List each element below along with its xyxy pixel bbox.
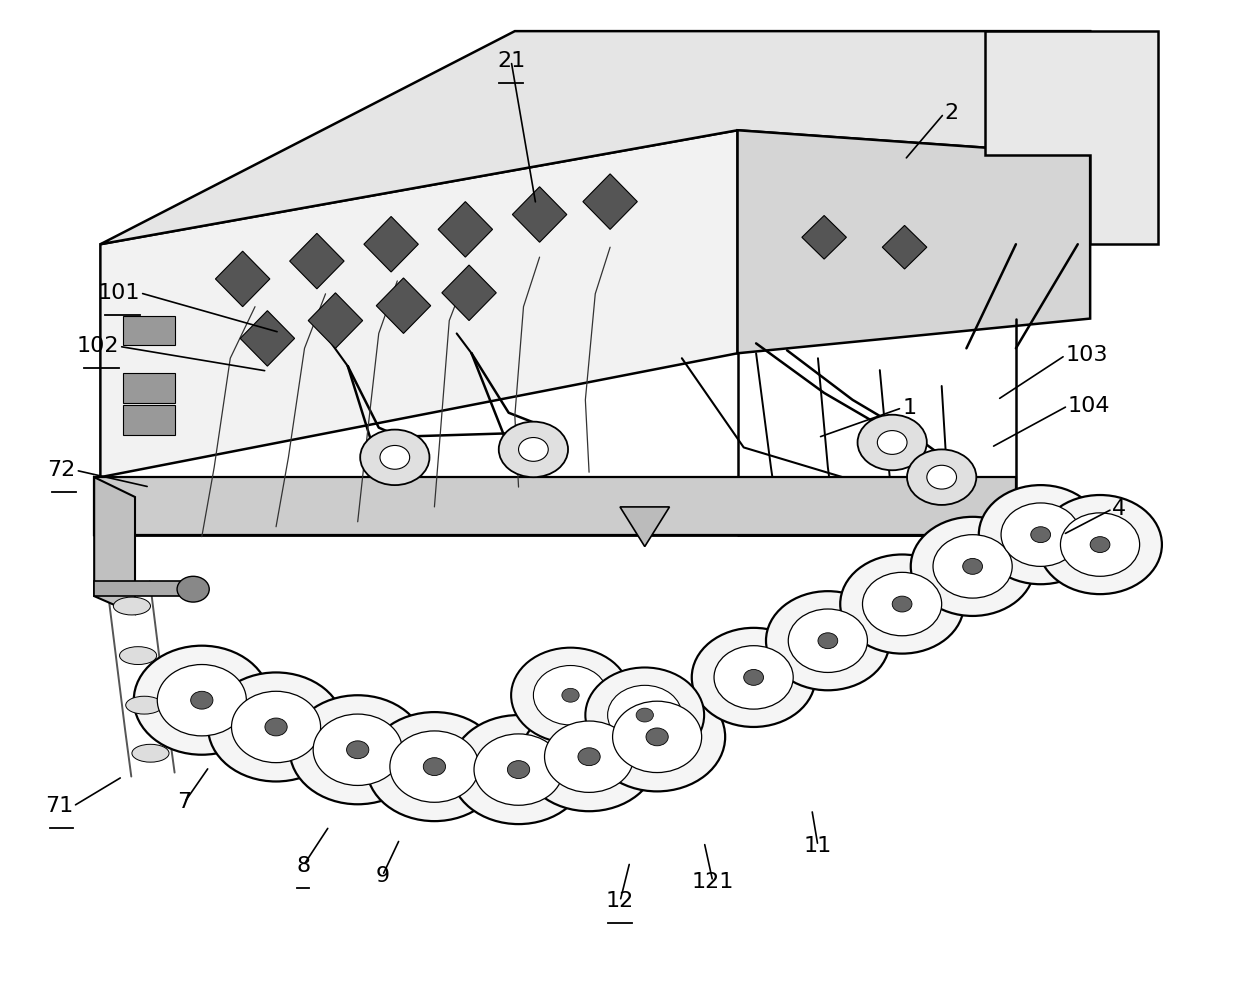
Text: 8: 8 — [296, 856, 310, 876]
Circle shape — [346, 741, 368, 758]
Circle shape — [450, 715, 587, 824]
Polygon shape — [94, 477, 135, 614]
Polygon shape — [363, 217, 418, 272]
Circle shape — [910, 517, 1034, 616]
Polygon shape — [94, 477, 1016, 535]
Polygon shape — [376, 278, 430, 333]
Polygon shape — [216, 251, 270, 307]
Polygon shape — [309, 293, 362, 348]
Circle shape — [1090, 537, 1110, 553]
Circle shape — [474, 734, 563, 805]
Circle shape — [841, 555, 963, 654]
Polygon shape — [583, 174, 637, 230]
Circle shape — [208, 673, 343, 781]
Circle shape — [692, 628, 816, 727]
Text: 72: 72 — [47, 460, 76, 480]
Circle shape — [521, 702, 657, 811]
Text: 1: 1 — [901, 398, 916, 417]
Polygon shape — [441, 265, 496, 320]
Circle shape — [863, 573, 941, 636]
Polygon shape — [100, 31, 1090, 245]
Circle shape — [1030, 527, 1050, 543]
Circle shape — [157, 665, 247, 736]
Circle shape — [636, 708, 653, 722]
Circle shape — [360, 429, 429, 485]
Circle shape — [498, 421, 568, 477]
Circle shape — [134, 646, 270, 754]
Polygon shape — [241, 311, 295, 366]
Circle shape — [191, 691, 213, 709]
Text: 121: 121 — [692, 872, 734, 892]
Circle shape — [290, 695, 425, 804]
Text: 21: 21 — [497, 51, 526, 71]
Circle shape — [589, 682, 725, 791]
Ellipse shape — [125, 696, 162, 714]
Ellipse shape — [119, 647, 156, 665]
Circle shape — [1038, 495, 1162, 594]
Circle shape — [932, 535, 1012, 598]
Circle shape — [585, 668, 704, 762]
Text: 104: 104 — [1068, 396, 1110, 415]
Circle shape — [646, 728, 668, 746]
Polygon shape — [290, 234, 343, 289]
Circle shape — [818, 633, 838, 649]
Text: 12: 12 — [606, 892, 634, 911]
Circle shape — [1001, 503, 1080, 567]
Circle shape — [232, 691, 321, 762]
Circle shape — [766, 591, 890, 690]
Text: 9: 9 — [376, 866, 389, 886]
Text: 71: 71 — [45, 796, 73, 816]
Polygon shape — [802, 216, 847, 259]
Circle shape — [511, 648, 630, 743]
Circle shape — [926, 465, 956, 489]
Circle shape — [744, 670, 764, 685]
Bar — [123, 316, 175, 345]
Text: 102: 102 — [77, 336, 119, 356]
Ellipse shape — [131, 745, 169, 762]
Polygon shape — [100, 130, 738, 477]
Circle shape — [608, 685, 682, 745]
Ellipse shape — [113, 597, 150, 615]
Circle shape — [389, 731, 479, 802]
Circle shape — [858, 414, 926, 470]
Circle shape — [544, 721, 634, 792]
Circle shape — [265, 718, 288, 736]
Polygon shape — [438, 202, 492, 257]
Circle shape — [962, 559, 982, 575]
Text: 101: 101 — [98, 283, 140, 303]
Polygon shape — [620, 507, 670, 547]
Circle shape — [789, 609, 868, 673]
Polygon shape — [985, 31, 1158, 245]
Polygon shape — [738, 130, 1090, 353]
Circle shape — [906, 449, 976, 505]
Circle shape — [507, 760, 529, 778]
Circle shape — [379, 445, 409, 469]
Circle shape — [533, 666, 608, 725]
Circle shape — [423, 757, 445, 775]
Circle shape — [613, 701, 702, 772]
Circle shape — [1060, 513, 1140, 577]
Bar — [123, 405, 175, 434]
Text: 4: 4 — [1112, 499, 1126, 519]
Circle shape — [878, 430, 906, 454]
Circle shape — [177, 577, 210, 602]
Circle shape — [978, 485, 1102, 584]
Circle shape — [893, 596, 911, 612]
Circle shape — [366, 712, 502, 821]
Polygon shape — [883, 226, 926, 269]
Polygon shape — [94, 581, 193, 596]
Polygon shape — [512, 187, 567, 243]
Text: 7: 7 — [177, 792, 191, 812]
Circle shape — [562, 688, 579, 702]
Bar — [123, 373, 175, 403]
Circle shape — [314, 714, 402, 785]
Text: 2: 2 — [944, 103, 959, 123]
Text: 11: 11 — [804, 836, 832, 856]
Circle shape — [578, 747, 600, 765]
Circle shape — [714, 646, 794, 709]
Circle shape — [518, 437, 548, 461]
Text: 103: 103 — [1065, 345, 1107, 365]
